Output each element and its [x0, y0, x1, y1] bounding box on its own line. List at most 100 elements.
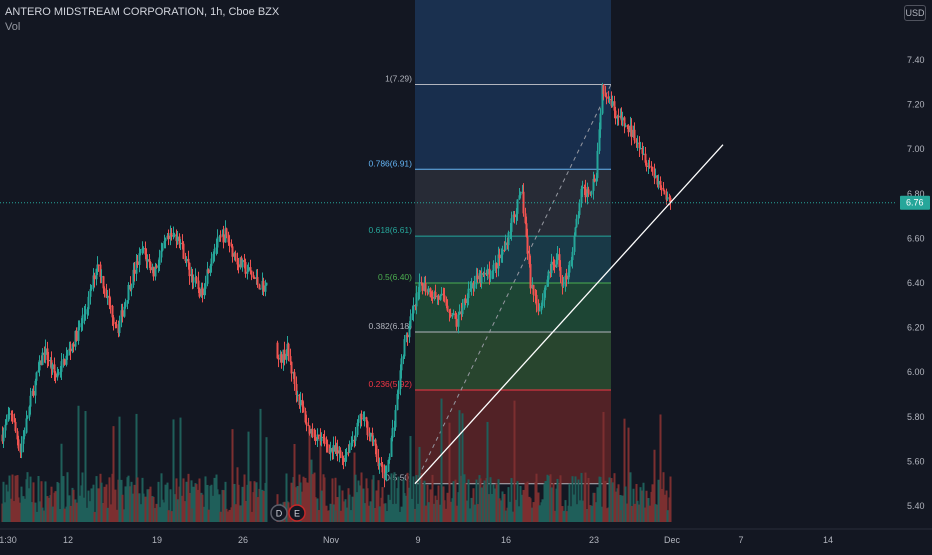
candle-body — [555, 260, 558, 268]
candle-body — [525, 223, 528, 237]
marker-circle — [288, 504, 306, 522]
volume-bar — [504, 510, 507, 522]
volume-bar — [259, 408, 262, 522]
volume-bar — [390, 473, 393, 522]
candle-body — [483, 272, 486, 275]
volume-bar — [182, 478, 185, 522]
candle-body — [139, 249, 142, 254]
volume-bar — [552, 482, 555, 522]
candle-body — [409, 316, 412, 327]
candle-body — [249, 267, 252, 271]
candle-body — [371, 432, 374, 442]
candle-body — [564, 275, 567, 286]
candle-body — [329, 447, 332, 454]
volume-indicator-label[interactable]: Vol — [5, 21, 21, 33]
time-tick-label: 12 — [63, 535, 73, 545]
candle-body — [198, 289, 201, 297]
fib-zone-1 — [415, 84, 611, 170]
volume-bar — [225, 508, 228, 522]
price-tick-label: 5.80 — [907, 412, 925, 422]
candle-body — [316, 434, 319, 442]
earnings-marker[interactable]: E — [288, 504, 306, 522]
time-tick-label: 14 — [823, 535, 833, 545]
candle-body — [393, 427, 396, 429]
price-tick-label: 7.00 — [907, 144, 925, 154]
volume-bar — [476, 504, 479, 522]
volume-bar — [574, 476, 577, 522]
fib-level-label: 0.5(6.40) — [378, 272, 412, 282]
candle-body — [66, 352, 69, 356]
candle-body — [213, 248, 216, 254]
candle-body — [657, 180, 660, 185]
candle-body — [167, 235, 170, 240]
volume-bar — [529, 498, 532, 522]
candle-body — [60, 361, 63, 372]
volume-bar — [580, 472, 583, 522]
volume-bar — [510, 478, 513, 522]
volume-bar — [155, 503, 158, 522]
time-tick-label: Nov — [323, 535, 340, 545]
candle-body — [354, 434, 357, 441]
candle-body — [464, 299, 467, 304]
volume-bar — [357, 480, 360, 522]
volume-bar — [296, 486, 299, 522]
price-tick-label: 5.60 — [907, 456, 925, 466]
candle-body — [406, 334, 409, 338]
volume-bar — [121, 494, 124, 522]
volume-bar — [185, 481, 188, 522]
volume-bar — [35, 511, 38, 522]
volume-bar — [636, 500, 639, 522]
candle-body — [586, 189, 589, 198]
volume-bar — [559, 475, 562, 522]
volume-bar — [440, 398, 443, 522]
volume-bar — [336, 497, 339, 522]
candle-body — [663, 190, 666, 195]
volume-bar — [624, 486, 627, 522]
candle-body — [287, 343, 290, 357]
candle-body — [185, 258, 188, 262]
volume-bar — [480, 487, 483, 522]
volume-bar — [17, 497, 20, 522]
candle-body — [439, 294, 442, 300]
volume-bar — [323, 477, 326, 522]
volume-bar — [651, 484, 654, 522]
candle-body — [385, 471, 388, 474]
currency-button[interactable]: USD — [904, 5, 926, 21]
candle-body — [301, 399, 304, 407]
candle-body — [584, 187, 587, 198]
candle-body — [451, 314, 454, 317]
volume-bar — [139, 504, 142, 522]
candle-body — [528, 253, 531, 265]
dividends-marker[interactable]: D — [270, 504, 288, 522]
candle-body — [164, 239, 167, 242]
volume-bar — [423, 480, 426, 522]
candle-body — [160, 250, 163, 258]
candle-body — [446, 305, 449, 311]
volume-bar — [663, 494, 666, 522]
candle-body — [344, 455, 347, 462]
candle-body — [38, 360, 41, 371]
volume-bar — [421, 484, 424, 522]
volume-bar — [218, 494, 221, 522]
volume-bar — [47, 497, 50, 522]
volume-bar — [173, 494, 176, 522]
candle-body — [408, 326, 411, 338]
candle-body — [172, 235, 175, 237]
candle-body — [540, 305, 543, 311]
candle-body — [575, 218, 578, 228]
volume-bar — [385, 511, 388, 522]
volume-bar — [308, 429, 311, 522]
volume-bar — [207, 509, 210, 522]
candle-body — [133, 269, 136, 274]
candle-body — [283, 349, 286, 360]
candle-body — [473, 284, 476, 289]
symbol-title[interactable]: ANTERO MIDSTREAM CORPORATION, 1h, Cboe B… — [5, 6, 280, 18]
volume-bar — [633, 503, 636, 522]
candle-body — [265, 282, 268, 286]
candle-body — [362, 418, 365, 420]
volume-bar — [114, 489, 117, 522]
candle-body — [552, 261, 555, 265]
candle-body — [645, 162, 648, 167]
